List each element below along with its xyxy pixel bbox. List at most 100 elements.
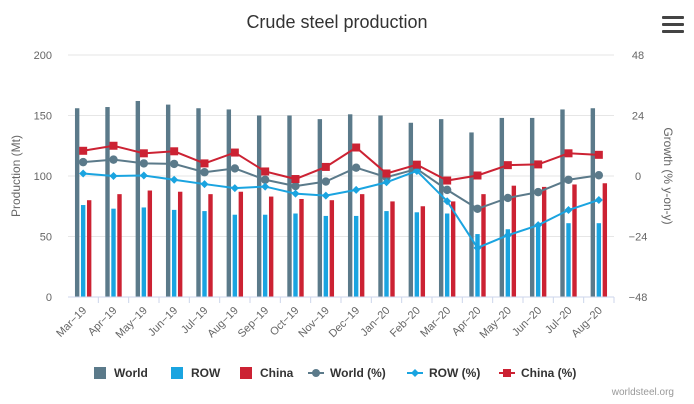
point-world: [230, 164, 240, 173]
left-tick-label: 100: [34, 171, 52, 183]
point-world: [533, 187, 543, 197]
series-line-china: [83, 144, 599, 182]
point-row: [594, 195, 603, 204]
legend-label: World: [114, 366, 148, 380]
chart-menu-button[interactable]: [662, 14, 684, 34]
hamburger-menu-icon-bar: [662, 30, 684, 33]
x-axis: Mar−19Apr−19May−19Jun−19Jul−19Aug−19Sep−…: [54, 296, 615, 341]
legend-swatch: [94, 367, 106, 379]
legend-swatch: [171, 367, 183, 379]
point-world: [291, 181, 300, 191]
bar-world: [560, 109, 565, 297]
bar-world: [347, 114, 353, 297]
legend-label: World (%): [330, 366, 386, 380]
bar-row: [323, 215, 329, 297]
bar-row: [80, 205, 86, 297]
bar-china: [268, 196, 274, 297]
bar-world: [317, 119, 323, 297]
point-china: [79, 146, 88, 155]
bar-world: [378, 115, 383, 297]
right-tick-label: 24: [632, 111, 644, 123]
point-china: [261, 167, 270, 176]
bar-row: [111, 208, 116, 297]
bar-world: [408, 122, 414, 297]
left-tick-label: 0: [46, 292, 52, 304]
bar-china: [177, 191, 183, 297]
legend-item[interactable]: World (%): [308, 366, 386, 380]
x-tick-label: Nov−19: [296, 305, 332, 341]
legend-item[interactable]: China (%): [499, 366, 576, 380]
point-row: [139, 171, 148, 180]
point-row: [230, 184, 239, 193]
right-tick-label: −48: [629, 292, 648, 304]
point-china: [503, 161, 512, 170]
bar-china: [450, 201, 456, 297]
point-china: [291, 175, 300, 184]
left-tick-label: 50: [40, 232, 52, 244]
point-world: [564, 175, 573, 184]
left-tick-label: 200: [34, 50, 52, 62]
credit-text[interactable]: worldsteel.org: [611, 387, 674, 398]
bar-china: [359, 194, 365, 297]
legend: World ROW China World (%) ROW (%) China (%): [94, 366, 576, 380]
bar-world: [196, 108, 201, 298]
bar-row: [535, 226, 541, 297]
legend-item[interactable]: China: [240, 366, 294, 380]
bar-china: [572, 184, 577, 297]
point-world: [260, 175, 270, 184]
line-series: [78, 141, 604, 252]
bar-china: [208, 194, 213, 297]
point-row: [443, 197, 452, 206]
legend-label: China (%): [521, 366, 576, 380]
bar-world: [165, 104, 171, 297]
bar-china: [602, 183, 608, 297]
bar-world: [529, 117, 535, 297]
bar-row: [293, 213, 298, 297]
legend-swatch: [240, 367, 252, 379]
x-tick-label: Aug−19: [205, 305, 241, 341]
legend-marker: [411, 369, 419, 377]
point-row: [412, 166, 421, 175]
point-china: [170, 147, 179, 156]
legend-item[interactable]: ROW (%): [407, 366, 480, 380]
bar-row: [505, 229, 511, 297]
x-tick-label: Sep−19: [236, 305, 272, 341]
x-tick-label: Mar−20: [418, 305, 453, 340]
legend-marker: [312, 369, 320, 377]
bar-row: [262, 214, 268, 297]
series-line-world: [83, 158, 599, 210]
point-world: [139, 159, 149, 168]
legend-item[interactable]: ROW: [171, 366, 221, 380]
point-row: [503, 231, 512, 240]
bar-row: [384, 211, 389, 297]
bar-row: [596, 223, 602, 297]
legend-label: ROW: [191, 366, 221, 380]
point-china: [352, 143, 361, 152]
hamburger-menu-icon: [662, 16, 684, 19]
point-row: [291, 189, 300, 198]
bar-china: [541, 186, 547, 297]
point-china: [321, 162, 330, 171]
point-world: [473, 204, 482, 213]
right-tick-label: 48: [632, 50, 644, 62]
series-line-row: [83, 169, 600, 250]
bar-row: [566, 223, 571, 297]
bar-world: [469, 132, 474, 297]
point-row: [200, 180, 209, 189]
bar-row: [232, 214, 238, 297]
bar-row: [171, 209, 177, 297]
x-tick-label: May−19: [114, 305, 150, 341]
point-world: [321, 177, 331, 186]
hamburger-menu-icon-bar: [662, 23, 684, 26]
point-row: [79, 169, 88, 178]
x-tick-label: Aug−20: [569, 305, 605, 341]
bar-world: [105, 107, 110, 297]
x-tick-label: May−20: [478, 305, 514, 341]
point-world: [594, 171, 604, 180]
x-tick-label: Jan−20: [358, 305, 392, 339]
x-tick-label: Feb−20: [388, 305, 423, 340]
legend-item[interactable]: World: [94, 366, 148, 380]
bar-row: [202, 211, 207, 297]
point-row: [352, 185, 361, 194]
bar-row: [444, 213, 450, 297]
